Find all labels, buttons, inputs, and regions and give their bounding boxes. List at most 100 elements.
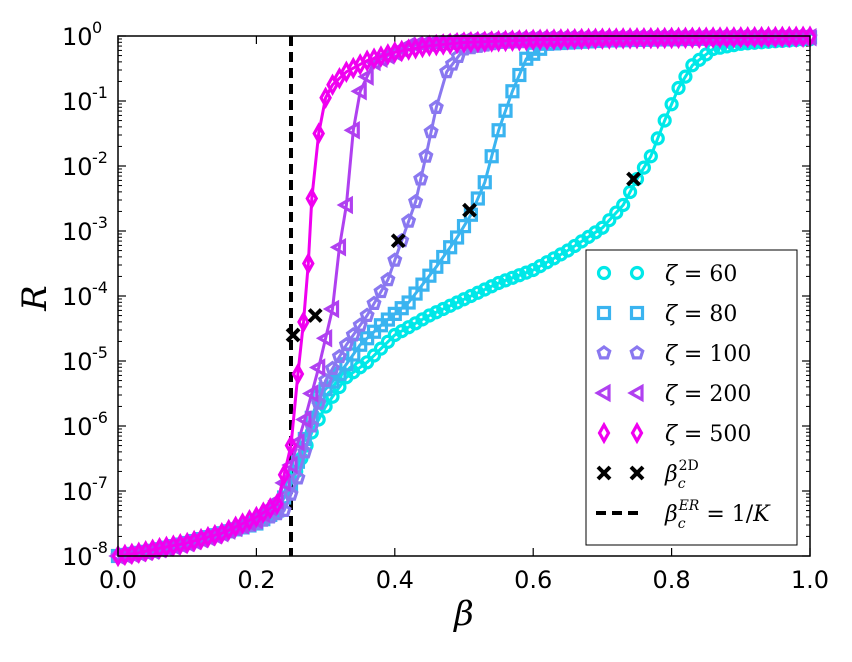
legend-entry-z200: ζ = 200 — [594, 382, 751, 407]
data-point — [290, 470, 306, 485]
y-tick-label-exp: -2 — [92, 148, 108, 167]
data-point — [477, 175, 492, 190]
data-point — [616, 197, 631, 213]
legend-entry-z80: ζ = 80 — [596, 302, 737, 327]
data-point — [408, 193, 424, 209]
crosses-layer — [285, 171, 641, 343]
critical-point-cross — [285, 327, 301, 343]
data-point — [622, 184, 638, 200]
data-point — [657, 113, 672, 128]
y-tick-label-exp: -3 — [92, 213, 108, 232]
data-point — [318, 372, 334, 387]
data-point — [498, 273, 513, 288]
data-point — [491, 275, 506, 291]
data-point — [429, 305, 444, 320]
legend-label: ζ = 80 — [665, 302, 737, 327]
data-point — [270, 492, 284, 516]
data-point — [350, 82, 367, 101]
legend-marker — [596, 265, 612, 281]
data-point — [373, 283, 389, 299]
data-point — [380, 271, 396, 287]
legend-entry-z500: ζ = 500 — [597, 421, 751, 447]
data-point — [331, 348, 347, 364]
data-point — [413, 171, 429, 186]
data-point — [312, 122, 326, 145]
data-point — [422, 308, 437, 323]
data-point — [301, 252, 315, 275]
legend-marker — [629, 465, 645, 481]
y-tick-label-exp: 0 — [92, 18, 102, 37]
legend-marker — [630, 421, 644, 445]
legend-box — [585, 249, 798, 546]
data-point — [519, 265, 534, 280]
data-point — [281, 455, 298, 475]
data-point — [418, 148, 434, 163]
legend-marker — [596, 305, 612, 321]
data-point — [305, 187, 319, 210]
legend-entry-crosses: βc2D — [596, 458, 699, 492]
data-point — [456, 292, 472, 307]
series-line-z500 — [117, 35, 811, 558]
x-tick-label: 0.6 — [514, 566, 552, 594]
x-tick-label: 0.8 — [653, 566, 691, 594]
data-point — [463, 288, 479, 304]
data-point — [477, 282, 492, 297]
critical-point-cross — [390, 233, 406, 249]
legend-marker — [597, 421, 611, 445]
data-point — [401, 213, 417, 228]
legend-marker — [594, 383, 611, 403]
legend-label: ζ = 100 — [665, 342, 751, 367]
legend-marker — [629, 345, 645, 360]
y-tick-label-base: 10 — [62, 23, 93, 51]
data-point — [595, 220, 610, 235]
legend-marker — [629, 265, 645, 281]
data-point — [359, 307, 375, 322]
data-point — [295, 410, 312, 429]
data-point — [512, 268, 527, 283]
data-point — [302, 384, 319, 403]
data-point — [491, 123, 506, 138]
y-tick-label-base: 10 — [62, 283, 93, 311]
data-point — [484, 149, 499, 164]
data-point — [352, 317, 368, 332]
series-z500 — [111, 25, 817, 568]
legend-label: ζ = 60 — [665, 262, 737, 287]
legend-entry-vline: βcER = 1/K — [596, 498, 771, 532]
data-point — [470, 191, 485, 206]
data-point — [609, 205, 624, 220]
y-tick-label-base: 10 — [62, 413, 93, 441]
series-layer — [108, 25, 818, 568]
y-tick-label-base: 10 — [62, 478, 93, 506]
legend-marker — [596, 465, 612, 481]
data-point — [436, 301, 451, 317]
legend-entry-z60: ζ = 60 — [596, 262, 737, 287]
y-tick-label-base: 10 — [62, 348, 93, 376]
legend-label: βc2D — [664, 458, 699, 492]
legend-label: βcER = 1/K — [664, 498, 771, 532]
data-point — [498, 103, 513, 118]
legend-marker — [629, 305, 645, 321]
y-tick-label-exp: -4 — [92, 278, 108, 297]
data-point — [449, 295, 465, 310]
data-point — [470, 285, 485, 300]
x-tick-label: 0.0 — [99, 566, 137, 594]
data-point — [505, 84, 520, 99]
data-point — [643, 149, 658, 164]
data-point — [678, 69, 693, 84]
data-point — [664, 97, 679, 112]
legend: ζ = 60 ζ = 80 ζ = 100 ζ = 200 ζ = 500 βc2D βcE… — [585, 249, 798, 546]
data-point — [512, 67, 527, 83]
data-point — [357, 67, 374, 86]
data-point — [366, 295, 382, 310]
critical-point-cross — [626, 171, 641, 187]
data-point — [443, 298, 458, 313]
y-tick-label-exp: -7 — [92, 473, 108, 492]
x-tick-label: 0.2 — [237, 566, 275, 594]
y-tick-label-exp: -5 — [92, 343, 108, 362]
y-tick-label-base: 10 — [62, 88, 93, 116]
legend-marker — [627, 383, 644, 403]
y-tick-label-exp: -1 — [92, 83, 108, 102]
data-point — [650, 131, 665, 146]
data-point — [387, 252, 403, 267]
